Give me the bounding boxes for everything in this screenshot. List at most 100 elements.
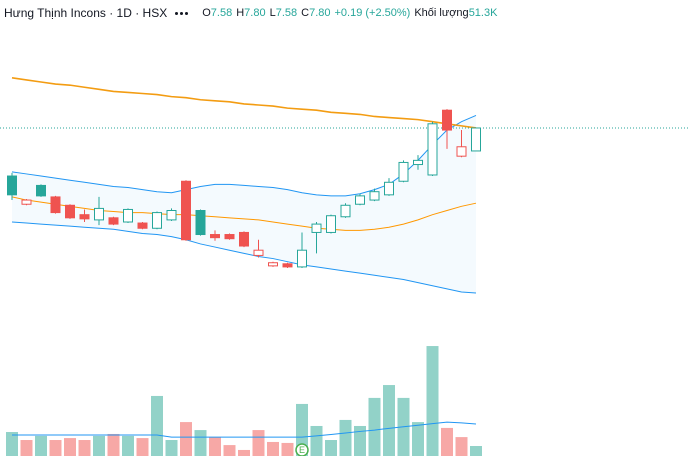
candle [123,208,133,224]
candle [456,130,467,158]
candle-body [384,181,394,196]
candle-body [21,199,32,205]
candle-body [65,204,75,219]
candle-body [282,263,293,268]
volume-bar [354,425,366,456]
volume-value: 51.3K [468,7,498,19]
candle [50,195,61,214]
field-label: L [269,7,276,19]
candle-body [369,191,380,201]
candle [166,208,177,221]
volume-bar [6,432,18,456]
volume-bar [368,397,381,456]
candle [398,160,409,183]
volume-bar [122,435,134,456]
candle-body [239,231,249,247]
volume-ma [12,421,477,438]
volume-bar [136,438,149,456]
volume-bar [412,422,424,456]
candle [21,199,32,206]
volume-bar [78,440,91,456]
candle [79,209,90,222]
field-value: 7.80 [244,7,266,19]
candle-body [326,215,336,233]
candle [384,178,394,196]
volume-bar [64,438,76,456]
volume-bar [209,437,221,456]
candle [181,180,191,241]
candle-body [94,207,104,221]
candle [471,127,481,152]
candle-body [210,234,220,239]
change: +0.19 (+2.50%) [334,7,411,19]
volume-bar [238,449,250,456]
candle [413,155,423,170]
volume-bar [20,440,33,456]
field-label: O [202,7,211,19]
candle [427,121,438,177]
volume-bar [441,427,453,456]
volume-label: Khối lượng [414,7,469,19]
volume-bar [223,445,236,456]
volume-bar [383,385,395,456]
candle-body [340,204,351,218]
candle [239,231,249,248]
event-marker [295,443,309,456]
candle-body [427,123,438,176]
candle [65,204,75,219]
candle [253,239,264,258]
volume-bar [310,425,323,456]
field-value: 7.58 [275,7,298,19]
candle-body [36,184,46,197]
event-marker-label: E [299,445,305,455]
volume-bar [470,445,482,456]
candle [152,211,162,230]
candle-body [398,161,409,182]
candle [7,172,17,201]
field-value: 7.80 [309,7,331,19]
candle-body [181,180,191,241]
candle-body [297,249,307,268]
volume-bar [325,440,337,456]
candle-body [268,262,278,267]
volume-bar [281,442,294,456]
candle [36,184,46,197]
volume-bar [426,346,439,456]
volume-bar [93,435,105,456]
candle [442,109,452,149]
legend-header: Hưng Thịnh Incons · 1D · HSX O7.58 H7.80 L… [0,4,508,22]
volume-bar [339,419,352,456]
candle-body [108,217,119,225]
moving-average [11,196,477,231]
candle-body [442,109,452,131]
candle-body [79,214,90,220]
candle-body [195,210,206,236]
volume-bar [165,440,178,456]
candle [326,214,336,234]
candle-body [7,175,17,196]
moving-average [11,77,477,129]
volume-bar [151,395,163,456]
candle [282,262,293,268]
candle [137,221,148,230]
candle [297,232,307,268]
volume-bar [180,422,192,456]
symbol-title: Hưng Thịnh Incons · 1D · HSX [4,6,168,20]
more-button[interactable] [175,11,189,15]
candle-body [311,223,322,233]
candle [94,196,104,226]
candle [340,203,351,218]
candle-body [123,208,133,223]
candle [195,209,206,236]
volume-bar [296,403,308,456]
candle-body [355,195,365,205]
volume-bar [35,435,47,456]
candle [369,188,380,202]
volume-bar [252,430,265,456]
candle-body [50,196,61,214]
volume-bar [455,437,468,456]
candle-body [152,212,162,229]
candle [355,193,365,206]
band-fill [12,115,476,294]
